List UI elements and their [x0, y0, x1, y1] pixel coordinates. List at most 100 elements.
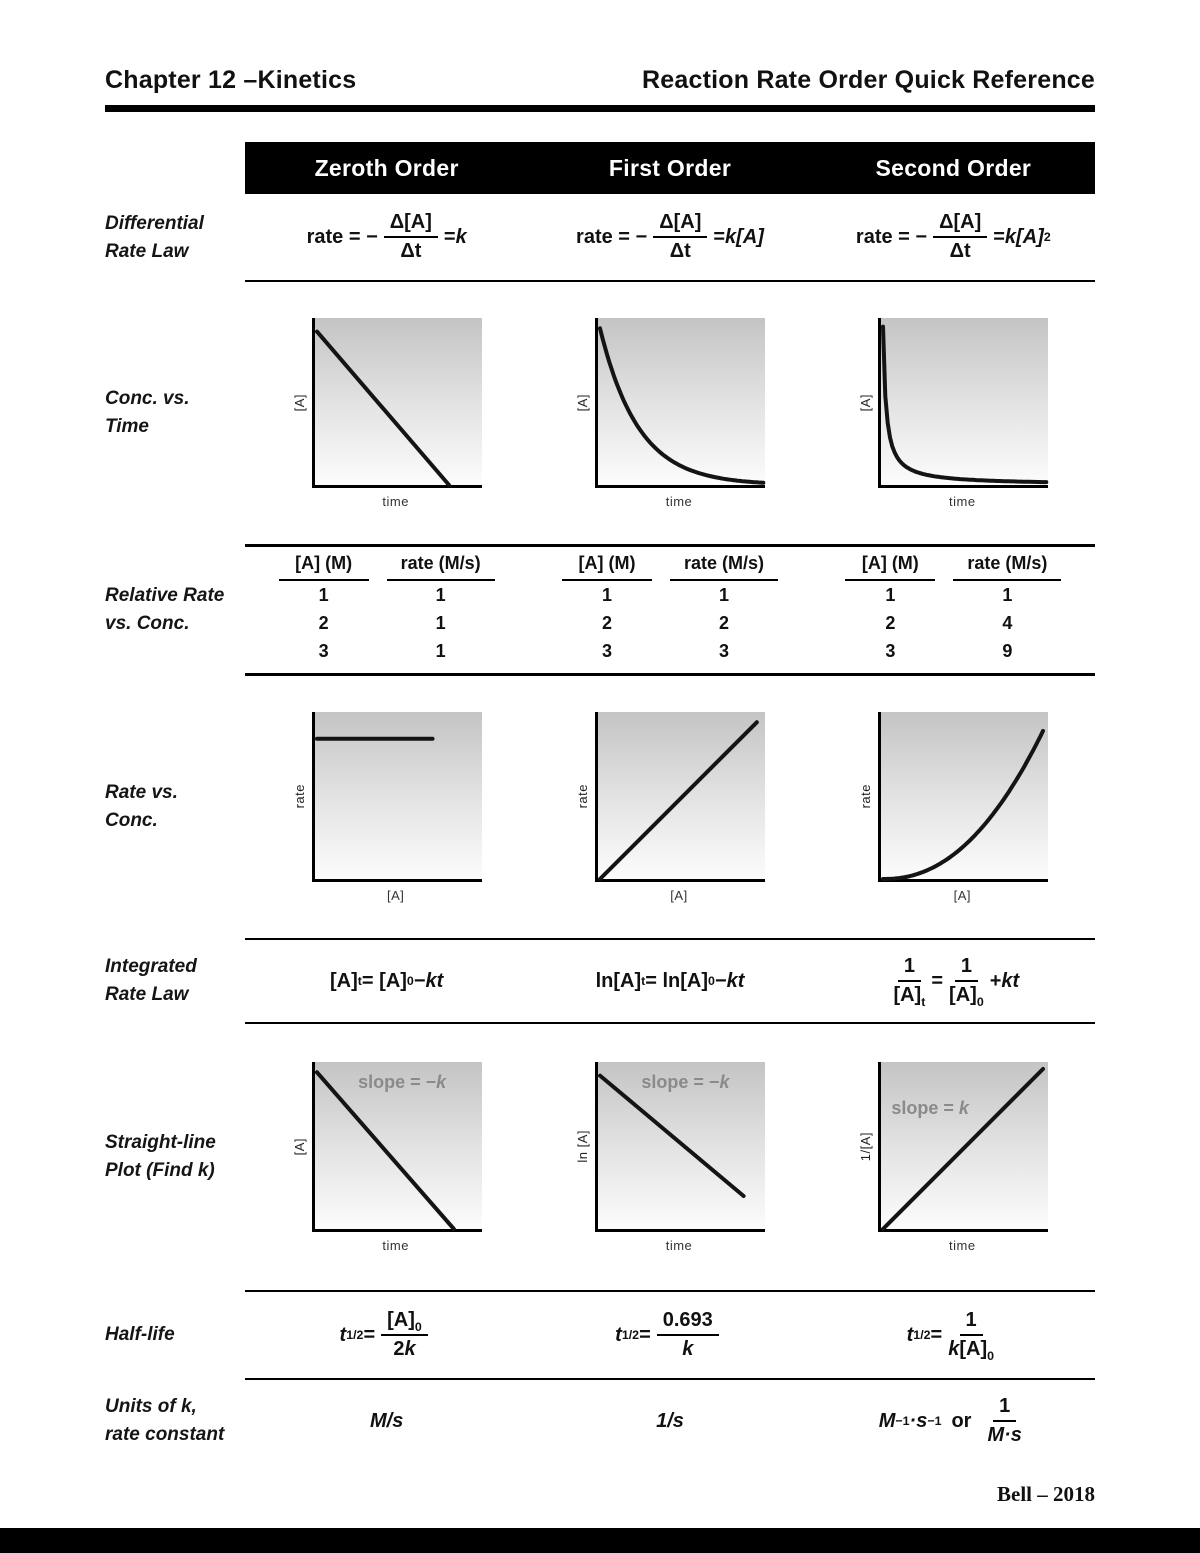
plot-area	[594, 317, 766, 488]
formula-eq: =	[363, 1323, 376, 1346]
footer-credit: Bell – 2018	[997, 1482, 1095, 1506]
differential-formula-first: rate = − Δ[A] Δt = k[A]	[576, 211, 764, 263]
fraction-numerator: 0.693	[656, 1309, 719, 1336]
formula-var: k[A]	[1004, 225, 1044, 248]
table-cell: 1	[885, 585, 896, 605]
formula-var: kt	[425, 969, 444, 992]
formula-lead: rate = −	[306, 225, 378, 248]
y-axis-label: rate	[858, 784, 874, 809]
plot-with-axes: rate	[575, 711, 765, 882]
row-straight-line-plot: Straight-line Plot (Find k) [A] slope = −…	[105, 1024, 1095, 1290]
differential-formula-zeroth: rate = − Δ[A] Δt = k	[307, 211, 467, 263]
table-cell: 2	[601, 613, 612, 633]
formula-text: 1	[965, 1309, 977, 1331]
graph-curve	[597, 1073, 746, 1198]
formula-eq: =	[993, 225, 1005, 248]
units-zeroth: M/s	[370, 1410, 403, 1433]
subscript: t	[921, 995, 926, 1009]
table-cell: 1	[435, 641, 446, 661]
fraction-denominator: M·s	[987, 1422, 1021, 1447]
half-life-formula-first: t 1/2 = 0.693 k	[615, 1309, 725, 1361]
slope-annotation-var: k	[958, 1098, 969, 1119]
or-word: or	[951, 1409, 972, 1432]
fraction-numerator: 1	[897, 955, 921, 982]
formula-text: [A]	[949, 984, 977, 1006]
row-differential-rate-law: Differential Rate Law rate = − Δ[A] Δt = …	[105, 194, 1095, 282]
formula-var: k	[682, 1338, 694, 1360]
conc-column-header: [A] (M)	[845, 551, 936, 581]
y-axis-label: [A]	[291, 393, 307, 412]
fraction-denominator: [A]0	[949, 982, 984, 1008]
table-cell: 1	[601, 585, 612, 605]
graph-curve	[314, 329, 451, 487]
formula-eq: =	[443, 225, 456, 248]
rate-column-header: rate (M/s)	[953, 551, 1062, 581]
formula-text: [A]	[959, 1338, 988, 1360]
graph-curve	[314, 736, 435, 741]
table-cell: 3	[601, 641, 612, 661]
fraction-denominator: k	[682, 1336, 693, 1361]
formula-var: t	[906, 1323, 914, 1346]
row-rate-vs-conc: Rate vs. Conc. rate [A] rate [A] rate [A]	[105, 676, 1095, 938]
relative-rate-table-first: [A] (M) rate (M/s) 1 1 2 2 3 3	[553, 547, 787, 673]
formula-var: 1/s	[656, 1409, 684, 1432]
fraction: Δ[A] Δt	[653, 211, 708, 263]
formula-text: −	[714, 969, 727, 992]
graph-curve	[881, 324, 1049, 484]
plot-area	[311, 711, 482, 882]
table-cell: 2	[885, 613, 896, 633]
column-header-zeroth: Zeroth Order	[314, 154, 459, 181]
units-second: M −1 ·s −1 or 1 M·s	[878, 1395, 1022, 1447]
formula-var: k	[455, 225, 467, 248]
formula-eq: =	[713, 225, 726, 248]
formula-eq: =	[931, 969, 944, 992]
formula-text: ln[A]	[595, 969, 642, 992]
slope-annotation-var: k	[719, 1071, 730, 1092]
x-axis-label: time	[382, 1237, 409, 1253]
rate-column-header: rate (M/s)	[669, 551, 778, 581]
y-axis-label: rate	[291, 784, 307, 809]
bottom-bar	[0, 1528, 1200, 1553]
x-axis-label: time	[949, 493, 976, 509]
table-cell: 3	[885, 641, 896, 661]
fraction-numerator: 1	[954, 955, 978, 982]
x-axis-label: time	[382, 493, 409, 509]
graph-curve	[314, 1069, 456, 1231]
row-label-integrated: Integrated Rate Law	[105, 956, 197, 1005]
formula-eq: =	[639, 1323, 651, 1346]
fraction-numerator: Δ[A]	[933, 211, 988, 238]
table-cell: 1	[1002, 585, 1013, 605]
fraction: 1 [A]0	[949, 955, 984, 1008]
table-cell: 1	[435, 613, 446, 633]
fraction: [A]0 2k	[381, 1309, 428, 1361]
plot-area: slope = −k	[311, 1061, 482, 1232]
relative-rate-table-zeroth: [A] (M) rate (M/s) 1 1 2 1 3 1	[270, 547, 504, 673]
formula-text: −	[413, 969, 426, 992]
plot-area	[311, 317, 482, 488]
graph-conc-vs-time-second: [A] time	[858, 317, 1049, 509]
graph-conc-vs-time-first: [A] time	[575, 317, 766, 509]
integrated-formula-first: ln[A] t = ln[A] 0 − kt	[595, 969, 745, 992]
subscript: 0	[987, 1349, 995, 1363]
subscript: 0	[414, 1320, 422, 1334]
row-label-rate-vs-conc: Rate vs. Conc.	[105, 782, 178, 831]
half-life-formula-zeroth: t 1/2 = [A]0 2k	[340, 1309, 434, 1361]
slope-annotation-text: slope = −	[358, 1071, 437, 1092]
x-axis-label: [A]	[953, 887, 972, 903]
formula-var: ·s	[909, 1409, 928, 1432]
differential-formula-second: rate = − Δ[A] Δt = k[A] 2	[855, 211, 1051, 262]
formula-text: = ln[A]	[645, 969, 709, 992]
row-label-relative-rate: Relative Rate vs. Conc.	[105, 585, 225, 634]
formula-var: M	[878, 1409, 896, 1432]
table-cell: 1	[318, 585, 329, 605]
plot-area: slope = −k	[594, 1061, 765, 1232]
plot-area	[878, 317, 1049, 488]
table-cell: 1	[435, 585, 446, 605]
row-label-straight-line: Straight-line Plot (Find k)	[105, 1132, 216, 1181]
y-axis-label: [A]	[858, 393, 874, 412]
formula-var: k[A]	[725, 225, 764, 248]
plot-with-axes: ln [A] slope = −k	[575, 1061, 765, 1232]
plot-with-axes: rate	[858, 711, 1049, 882]
table-cell: 4	[1002, 613, 1013, 633]
